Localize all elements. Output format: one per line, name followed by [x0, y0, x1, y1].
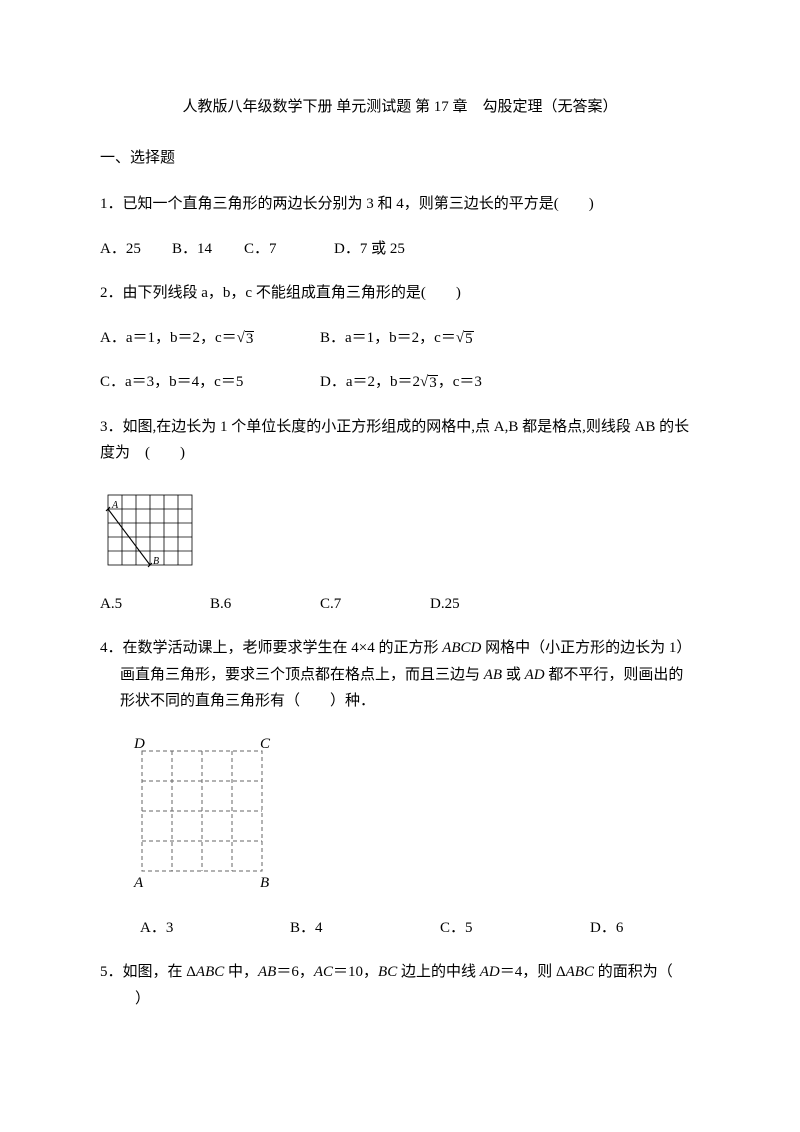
q5-bc: BC: [378, 964, 397, 980]
q2-d-pre: D．a＝2，b＝2: [320, 374, 420, 390]
sqrt-icon: √3: [237, 330, 255, 346]
q5-ad: AD: [480, 964, 500, 980]
q4-l2-bt: 或: [502, 667, 525, 683]
sqrt-icon: √5: [456, 330, 474, 346]
q5-m1: 中，: [224, 964, 258, 980]
q4-l1-mid: ABCD: [442, 640, 481, 656]
q3-opt-c: C.7: [320, 593, 430, 616]
q2-b-pre: B．a＝1，b＝2，c＝: [320, 330, 456, 346]
label-c: C: [260, 736, 271, 752]
q4-l1-post: 网格中（小正方形的边长为 1）: [481, 640, 691, 656]
q4-opt-a: A．3: [140, 917, 290, 940]
q1-opt-c: C．7: [244, 238, 334, 261]
q3-stem-l2: 度为 ( ): [100, 442, 700, 465]
q1-opt-a: A．25: [100, 238, 172, 261]
page-title: 人教版八年级数学下册 单元测试题 第 17 章 勾股定理（无答案）: [100, 96, 700, 119]
q5-stem-l2: ）: [100, 988, 700, 1011]
q2-b-rad: 5: [464, 331, 474, 347]
question-3: 3．如图,在边长为 1 个单位长度的小正方形组成的网格中,点 A,B 都是格点,…: [100, 416, 700, 616]
q1-stem: 1．已知一个直角三角形的两边长分别为 3 和 4，则第三边长的平方是( ): [100, 193, 700, 216]
q5-e1: ＝6，: [276, 964, 314, 980]
q4-opt-d: D．6: [590, 917, 690, 940]
q3-options: A.5 B.6 C.7 D.25: [100, 593, 700, 616]
q2-d-rad: 3: [428, 375, 438, 391]
q3-opt-a: A.5: [100, 593, 210, 616]
section-heading: 一、选择题: [100, 147, 700, 170]
q4-stem-l2: 画直角三角形，要求三个顶点都在格点上，而且三边与 AB 或 AD 都不平行，则画…: [100, 664, 700, 687]
question-1: 1．已知一个直角三角形的两边长分别为 3 和 4，则第三边长的平方是( ) A．…: [100, 193, 700, 260]
label-b: B: [260, 875, 269, 891]
q4-stem-l1: 4．在数学活动课上，老师要求学生在 4×4 的正方形 ABCD 网格中（小正方形…: [100, 637, 700, 660]
question-2: 2．由下列线段 a，b，c 不能组成直角三角形的是( ) A．a＝1，b＝2，c…: [100, 282, 700, 394]
label-b: B: [153, 556, 159, 567]
q4-opt-b: B．4: [290, 917, 440, 940]
q4-l2-pre: 画直角三角形，要求三个顶点都在格点上，而且三边与: [120, 667, 484, 683]
q3-opt-d: D.25: [430, 593, 540, 616]
q2-opt-a: A．a＝1，b＝2，c＝√3: [100, 327, 320, 350]
q4-l1-pre: 4．在数学活动课上，老师要求学生在 4×4 的正方形: [100, 640, 442, 656]
q2-a-rad: 3: [245, 331, 255, 347]
q5-abc2: ABC: [566, 964, 594, 980]
q5-m2: 边上的中线: [397, 964, 480, 980]
q1-opt-d: D．7 或 25: [334, 238, 405, 261]
q2-options-row2: C．a＝3，b＝4，c＝5 D．a＝2，b＝2√3，c＝3: [100, 371, 700, 394]
q2-options-row1: A．a＝1，b＝2，c＝√3 B．a＝1，b＝2，c＝√5: [100, 327, 700, 350]
q1-opt-b: B．14: [172, 238, 244, 261]
question-5: 5．如图，在 ΔABC 中，AB＝6，AC＝10，BC 边上的中线 AD＝4，则…: [100, 961, 700, 1010]
label-a: A: [133, 875, 144, 891]
q3-stem-l1: 3．如图,在边长为 1 个单位长度的小正方形组成的网格中,点 A,B 都是格点,…: [100, 416, 700, 439]
q2-a-pre: A．a＝1，b＝2，c＝: [100, 330, 237, 346]
q5-ab: AB: [258, 964, 276, 980]
q5-e3: ＝4，则 Δ: [500, 964, 566, 980]
q5-abc: ABC: [196, 964, 224, 980]
grid-diagram-icon: A B: [100, 487, 200, 575]
q2-opt-c: C．a＝3，b＝4，c＝5: [100, 371, 320, 394]
q4-l2-post: 都不平行，则画出的: [545, 667, 684, 683]
q2-d-post: ，c＝3: [438, 374, 482, 390]
q5-post: 的面积为（: [594, 964, 688, 980]
q5-ac: AC: [314, 964, 333, 980]
label-a: A: [111, 500, 119, 511]
q4-options: A．3 B．4 C．5 D．6: [100, 917, 700, 940]
q4-l2-m2: AD: [525, 667, 545, 683]
q3-figure: A B: [100, 487, 700, 575]
q4-l2-m1: AB: [484, 667, 502, 683]
q5-stem-l1: 5．如图，在 ΔABC 中，AB＝6，AC＝10，BC 边上的中线 AD＝4，则…: [100, 961, 700, 984]
q2-stem: 2．由下列线段 a，b，c 不能组成直角三角形的是( ): [100, 282, 700, 305]
q1-options: A．25 B．14 C．7 D．7 或 25: [100, 238, 700, 261]
q4-figure: D C A B: [120, 735, 700, 895]
q4-opt-c: C．5: [440, 917, 590, 940]
q5-e2: ＝10，: [333, 964, 378, 980]
q2-opt-d: D．a＝2，b＝2√3，c＝3: [320, 371, 580, 394]
q4-stem-l3: 形状不同的直角三角形有（ ）种．: [100, 690, 700, 713]
q3-opt-b: B.6: [210, 593, 320, 616]
label-d: D: [133, 736, 145, 752]
q5-pre: 5．如图，在 Δ: [100, 964, 196, 980]
page: 人教版八年级数学下册 单元测试题 第 17 章 勾股定理（无答案） 一、选择题 …: [0, 0, 800, 1092]
question-4: 4．在数学活动课上，老师要求学生在 4×4 的正方形 ABCD 网格中（小正方形…: [100, 637, 700, 939]
sqrt-icon: √3: [420, 374, 438, 390]
dashed-grid-icon: D C A B: [120, 735, 290, 895]
q2-opt-b: B．a＝1，b＝2，c＝√5: [320, 327, 580, 350]
